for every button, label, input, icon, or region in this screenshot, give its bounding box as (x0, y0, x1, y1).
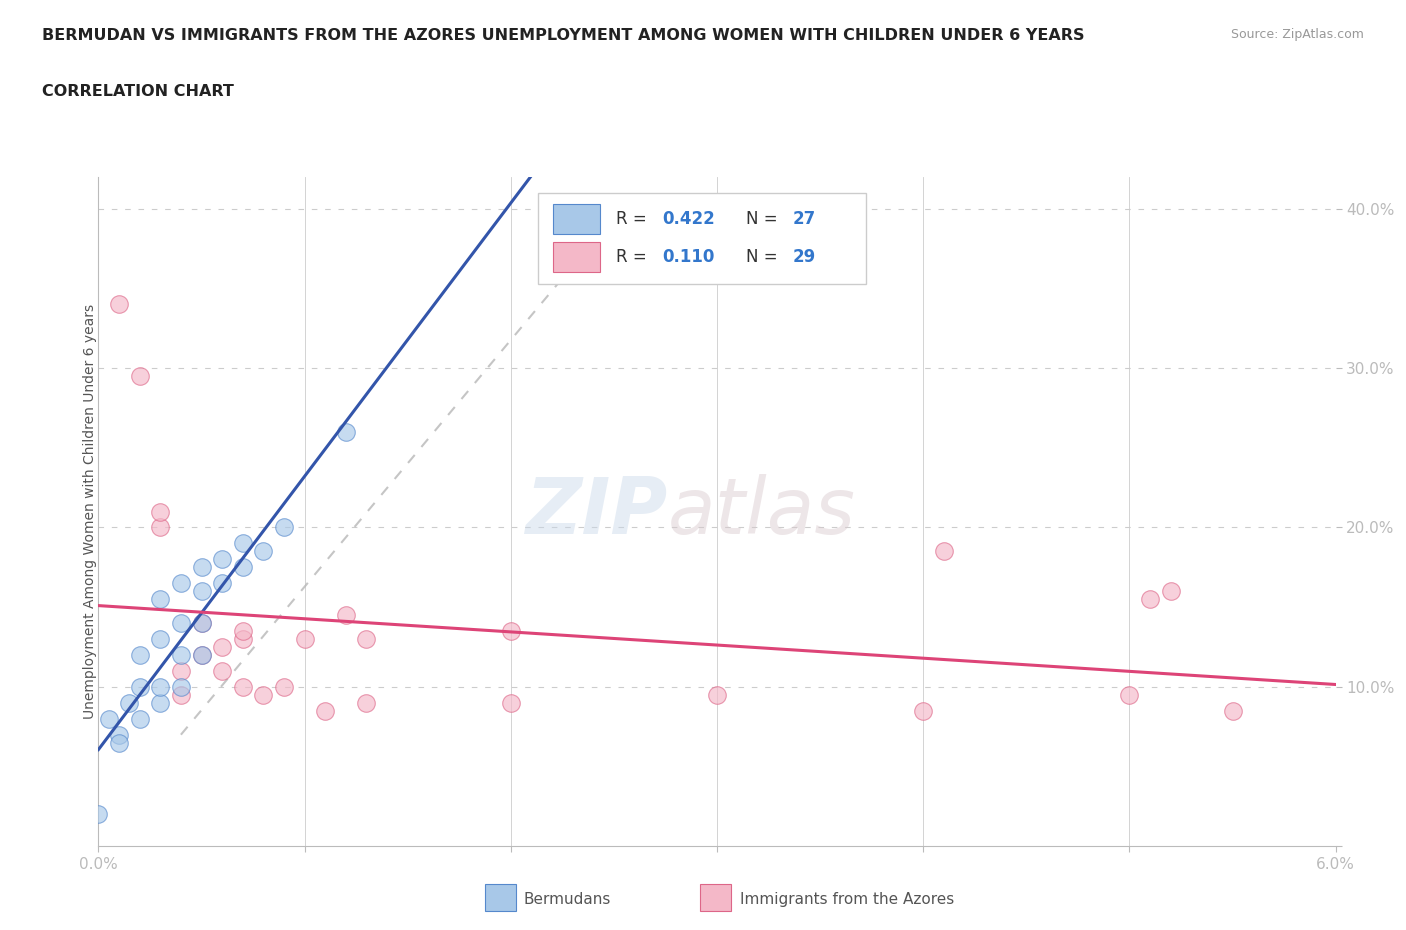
Point (232, 631, 254, 646)
Text: R =: R = (616, 248, 651, 266)
Point (499, 624, 522, 639)
Point (499, 696, 522, 711)
Point (912, 703, 935, 718)
Point (170, 616, 193, 631)
Text: 27: 27 (793, 210, 815, 228)
Point (170, 680, 193, 695)
Text: Immigrants from the Azores: Immigrants from the Azores (740, 892, 953, 907)
Point (149, 696, 172, 711)
Point (190, 584, 212, 599)
Text: 0.422: 0.422 (662, 210, 716, 228)
Point (118, 696, 141, 711)
Point (232, 560, 254, 575)
Point (128, 368, 150, 383)
Text: Source: ZipAtlas.com: Source: ZipAtlas.com (1230, 28, 1364, 41)
Point (97, 711, 120, 726)
Point (170, 576, 193, 591)
Point (149, 631, 172, 646)
Point (211, 551, 233, 566)
Point (356, 631, 378, 646)
Text: atlas: atlas (668, 473, 855, 550)
Text: 29: 29 (793, 248, 815, 266)
Point (232, 680, 254, 695)
Text: ZIP: ZIP (526, 473, 668, 550)
Text: CORRELATION CHART: CORRELATION CHART (42, 84, 233, 99)
Point (252, 687, 274, 702)
Point (149, 680, 172, 695)
Point (356, 696, 378, 711)
Text: R =: R = (616, 210, 651, 228)
FancyBboxPatch shape (553, 205, 599, 233)
Text: BERMUDAN VS IMMIGRANTS FROM THE AZORES UNEMPLOYMENT AMONG WOMEN WITH CHILDREN UN: BERMUDAN VS IMMIGRANTS FROM THE AZORES U… (42, 28, 1084, 43)
Point (706, 687, 728, 702)
Text: N =: N = (745, 248, 782, 266)
Point (232, 624, 254, 639)
Point (1160, 584, 1182, 599)
Point (190, 616, 212, 631)
Point (273, 520, 295, 535)
Point (108, 727, 131, 742)
Point (128, 711, 150, 726)
Point (87, 807, 110, 822)
Point (128, 680, 150, 695)
Point (335, 607, 357, 622)
Point (211, 663, 233, 678)
Point (932, 544, 955, 559)
Point (273, 680, 295, 695)
Point (232, 536, 254, 551)
Point (149, 504, 172, 519)
Point (190, 560, 212, 575)
Point (170, 687, 193, 702)
Point (211, 576, 233, 591)
FancyBboxPatch shape (537, 193, 866, 284)
Y-axis label: Unemployment Among Women with Children Under 6 years: Unemployment Among Women with Children U… (83, 304, 97, 719)
Point (252, 544, 274, 559)
Text: 0.110: 0.110 (662, 248, 716, 266)
Point (190, 647, 212, 662)
Point (1139, 591, 1161, 606)
Text: Bermudans: Bermudans (523, 892, 610, 907)
Point (190, 616, 212, 631)
Point (170, 663, 193, 678)
Point (149, 520, 172, 535)
Point (294, 631, 316, 646)
Text: N =: N = (745, 210, 782, 228)
Point (1118, 687, 1140, 702)
Point (170, 647, 193, 662)
Point (108, 297, 131, 312)
Point (149, 591, 172, 606)
Point (211, 640, 233, 655)
Point (128, 647, 150, 662)
Point (1222, 703, 1244, 718)
Point (190, 647, 212, 662)
Point (335, 424, 357, 439)
Point (314, 703, 336, 718)
FancyBboxPatch shape (553, 243, 599, 272)
Point (108, 736, 131, 751)
